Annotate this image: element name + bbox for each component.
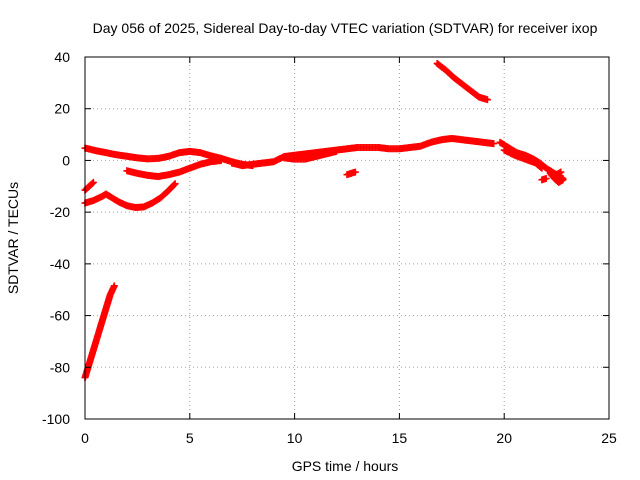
y-tick-label: 20 [54, 101, 70, 117]
data-point [538, 164, 546, 172]
data-point [490, 140, 498, 148]
data-point [217, 156, 225, 164]
x-axis-label: GPS time / hours [292, 458, 399, 474]
chart-title: Day 056 of 2025, Sidereal Day-to-day VTE… [93, 20, 598, 36]
x-tick-label: 25 [601, 430, 617, 446]
series-arc-8 [343, 168, 359, 179]
y-tick-label: -80 [50, 359, 70, 375]
series-arc-13 [538, 175, 550, 184]
series-arc-9 [433, 59, 491, 104]
data-point [537, 163, 545, 171]
data-point [483, 96, 491, 104]
x-tick-label: 15 [392, 430, 408, 446]
x-tick-label: 5 [186, 430, 194, 446]
data-point [333, 147, 341, 155]
data-point [170, 181, 178, 189]
series-arc-7 [280, 147, 341, 163]
plot-frame [84, 56, 610, 420]
y-tick-label: -20 [50, 204, 70, 220]
y-axis-label: SDTVAR / TECUs [5, 182, 21, 294]
y-tick-label: 40 [54, 49, 70, 65]
series-arc-5 [81, 282, 118, 382]
y-tick-label: -100 [42, 411, 70, 427]
y-tick-label: -60 [50, 308, 70, 324]
y-tick-label: -40 [50, 256, 70, 272]
series-arc-3 [81, 178, 97, 194]
data-point [88, 179, 96, 187]
data-point [171, 180, 179, 188]
data-point [89, 178, 97, 186]
data-point [351, 168, 359, 176]
data-point [110, 282, 118, 290]
data-point [557, 168, 565, 176]
series-arc-4 [123, 156, 225, 180]
series-arc-12 [546, 168, 567, 186]
data-point [542, 175, 550, 183]
data-points [81, 59, 567, 382]
series-arc-6 [228, 134, 498, 170]
series-arc-11 [500, 146, 546, 172]
series-arc-2 [81, 180, 179, 211]
x-tick-label: 20 [496, 430, 512, 446]
x-tick-label: 10 [287, 430, 303, 446]
x-tick-label: 0 [81, 430, 89, 446]
axis-ticks: 0 5 10 15 20 25 -100 -80 -60 -40 -20 0 20 40 [42, 49, 617, 446]
y-tick-label: 0 [62, 152, 70, 168]
